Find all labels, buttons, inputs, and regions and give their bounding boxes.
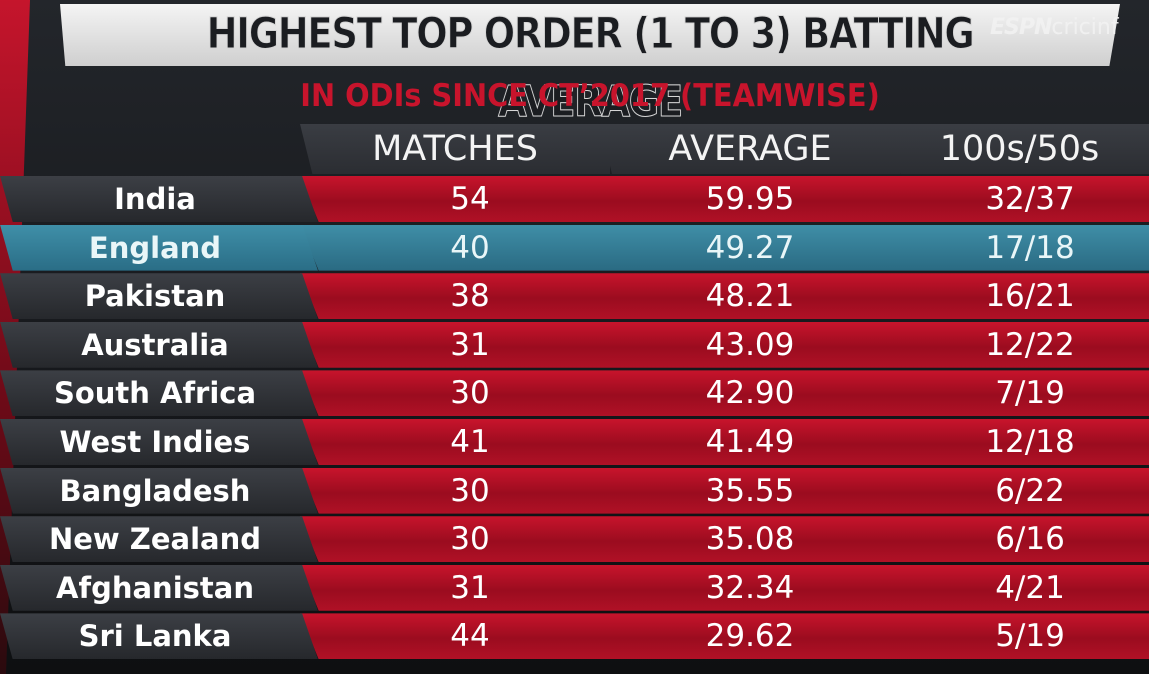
table-row: Afghanistan 31 32.34 4/21 [0, 564, 1149, 611]
team-name: Pakistan [84, 279, 226, 314]
team-name-cell: South Africa [0, 370, 318, 417]
hundreds-fifties-value: 5/19 [995, 618, 1065, 655]
title-banner [60, 4, 1120, 66]
header-average: AVERAGE [600, 124, 900, 174]
hundreds-fifties-value: 7/19 [995, 375, 1065, 412]
matches-value: 30 [450, 472, 490, 509]
team-name-cell: England [0, 224, 318, 271]
team-name-cell: India [0, 176, 318, 222]
team-name-cell: West Indies [0, 419, 318, 465]
matches-value: 31 [450, 326, 490, 363]
matches-value: 44 [450, 618, 490, 655]
average-value: 42.90 [705, 375, 795, 412]
matches-value: 30 [450, 375, 490, 412]
team-name-cell: Pakistan [0, 273, 318, 320]
page-title: HIGHEST TOP ORDER (1 TO 3) BATTING AVERA… [206, 9, 975, 128]
table-row: Bangladesh 30 35.55 6/22 [0, 467, 1149, 514]
team-name: Sri Lanka [78, 619, 232, 654]
team-name-cell: New Zealand [0, 516, 318, 563]
header-matches: MATCHES [300, 124, 610, 174]
table-header: MATCHES AVERAGE 100s/50s [300, 124, 1149, 174]
row-strip [300, 370, 1149, 417]
logo-cricinfo: cricinf [1051, 15, 1119, 40]
row-strip [300, 273, 1149, 320]
average-value: 35.08 [705, 521, 795, 558]
row-strip [300, 224, 1149, 271]
hundreds-fifties-value: 32/37 [985, 181, 1075, 217]
average-value: 29.62 [705, 618, 795, 655]
team-name: England [88, 230, 222, 265]
table-row: Sri Lanka 44 29.62 5/19 [0, 613, 1149, 660]
row-strip [300, 321, 1149, 368]
hundreds-fifties-value: 6/16 [995, 521, 1065, 558]
matches-value: 31 [450, 569, 490, 606]
header-hundreds-fifties: 100s/50s [890, 124, 1149, 174]
average-value: 35.55 [705, 472, 795, 509]
table-row: New Zealand 30 35.08 6/16 [0, 516, 1149, 563]
matches-value: 40 [450, 229, 490, 266]
average-value: 43.09 [705, 326, 795, 363]
team-name: Bangladesh [59, 473, 251, 508]
average-value: 59.95 [705, 181, 795, 217]
hundreds-fifties-value: 12/18 [985, 424, 1075, 460]
page-subtitle: IN ODIs SINCE CT’2017 (TEAMWISE) [300, 78, 880, 114]
row-strip [300, 516, 1149, 563]
team-name: West Indies [59, 425, 251, 459]
table-row: Pakistan 38 48.21 16/21 [0, 273, 1149, 320]
matches-value: 30 [450, 521, 490, 558]
row-strip [300, 176, 1149, 222]
team-name-cell: Australia [0, 321, 318, 368]
matches-value: 38 [450, 278, 490, 315]
team-name-cell: Sri Lanka [0, 613, 318, 660]
team-name: New Zealand [48, 522, 261, 557]
average-value: 49.27 [705, 229, 795, 266]
average-value: 32.34 [705, 569, 795, 606]
team-name: South Africa [53, 376, 257, 411]
hundreds-fifties-value: 4/21 [995, 569, 1065, 606]
team-name: Australia [81, 327, 229, 362]
team-name-cell: Afghanistan [0, 564, 318, 611]
team-name-cell: Bangladesh [0, 467, 318, 514]
hundreds-fifties-value: 6/22 [995, 472, 1065, 509]
table-row: Australia 31 43.09 12/22 [0, 321, 1149, 368]
logo-espn: ESPN [990, 15, 1052, 40]
team-name: India [114, 182, 196, 216]
average-value: 41.49 [705, 424, 795, 460]
table-row: India 54 59.95 32/37 [0, 176, 1149, 222]
row-strip [300, 613, 1149, 660]
row-strip [300, 564, 1149, 611]
broadcaster-logo: ESPNcricinf [990, 16, 1119, 40]
hundreds-fifties-value: 17/18 [985, 229, 1075, 266]
row-strip [300, 419, 1149, 465]
table-row: West Indies 41 41.49 12/18 [0, 419, 1149, 465]
table-row: South Africa 30 42.90 7/19 [0, 370, 1149, 417]
matches-value: 41 [450, 424, 490, 460]
average-value: 48.21 [705, 278, 795, 315]
team-name: Afghanistan [56, 570, 254, 605]
matches-value: 54 [450, 181, 490, 217]
row-strip [300, 467, 1149, 514]
hundreds-fifties-value: 12/22 [985, 326, 1075, 363]
hundreds-fifties-value: 16/21 [985, 278, 1075, 315]
table-row: England 40 49.27 17/18 [0, 224, 1149, 271]
